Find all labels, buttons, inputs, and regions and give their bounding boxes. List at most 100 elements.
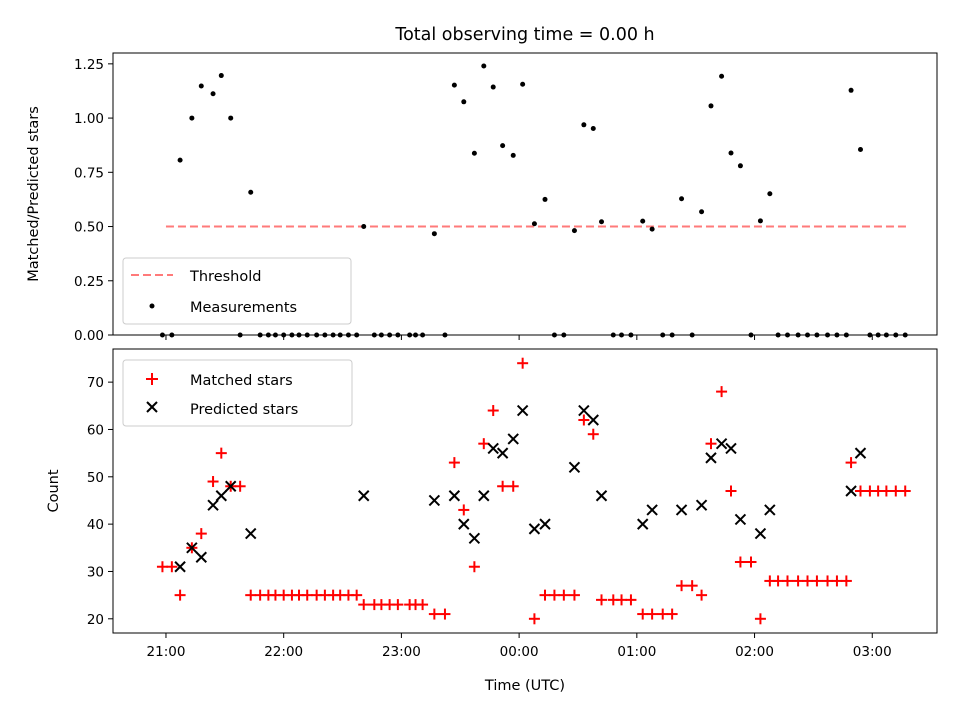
matched-star-point [782,575,794,587]
measurement-point [431,231,437,237]
matched-star-point [625,594,637,606]
measurement-point [461,99,467,105]
predicted-star-point [245,527,257,540]
measurement-point [520,81,526,87]
x-axis-label: Time (UTC) [484,678,565,694]
predicted-star-point [496,447,509,459]
predicted-star-point [174,561,186,573]
matched-star-point [880,485,892,497]
matched-star-point [207,476,219,488]
matched-star-point [587,428,599,440]
matched-star-point [174,589,186,601]
measurement-point [737,163,743,169]
matched-star-point [487,405,499,417]
predicted-star-point [507,433,519,445]
matched-star-point [646,608,658,620]
measurement-point [857,147,863,153]
matched-star-point [686,580,698,592]
predicted-star-point [186,542,198,554]
predicted-star-point [195,551,207,563]
predicted-star-point [764,504,776,516]
measurement-point [719,73,725,79]
bottom-y-tick-label: 20 [87,612,104,628]
predicted-star-point [754,527,767,540]
top-y-tick-label: 0.00 [74,328,104,344]
matched-star-point [596,594,608,606]
x-tick-label: 23:00 [382,644,421,660]
matched-star-point [899,485,911,497]
measurement-point [571,228,577,234]
predicted-star-point [646,504,658,516]
predicted-star-point [487,442,499,455]
matched-star-point [676,580,688,592]
predicted-star-point [478,490,490,502]
matched-star-point [215,447,227,459]
matched-star-point [468,561,480,573]
x-tick-label: 21:00 [147,644,186,660]
predicted-star-point [734,513,747,526]
bottom-y-tick-label: 50 [87,470,104,486]
legend-measurements-label: Measurements [190,300,297,316]
matched-star-point [507,480,519,492]
matched-star-point [558,589,570,601]
predicted-star-point [568,461,581,474]
matched-star-point [637,608,649,620]
bottom-y-tick-label: 40 [87,517,104,533]
measurement-point [649,226,655,232]
matched-star-point [392,599,404,611]
bottom-y-axis-label: Count [46,469,62,512]
count-legend-box [122,359,353,427]
predicted-star-point [854,447,867,459]
matched-star-point [802,575,814,587]
matched-star-point [696,589,708,601]
count-plot-spine [112,348,938,634]
measurement-point [581,122,587,128]
matched-star-point [528,613,540,625]
x-tick-label: 00:00 [500,644,539,660]
measurement-point [248,189,254,195]
bottom-y-tick-label: 60 [87,422,104,438]
measurement-point [699,209,705,215]
measurement-point [361,224,367,230]
predicted-star-point [695,499,708,511]
measurement-point [177,157,183,163]
matched-star-point [725,485,737,497]
predicted-star-point [468,532,481,545]
matched-star-point [351,589,363,601]
legend-predicted-label: Predicted stars [190,402,298,418]
measurement-point [218,73,224,79]
legend-measurements-swatch [149,303,155,309]
predicted-star-point [587,414,599,426]
matched-star-point [854,485,866,497]
measurement-point [599,219,605,225]
predicted-star-point [207,499,219,511]
matched-star-point [792,575,804,587]
matched-star-point [772,575,784,587]
legend-matched-swatch [146,373,158,385]
ratio-plot-spine [112,52,938,336]
matched-star-point [417,599,429,611]
measurement-point [481,63,487,69]
ratio-legend-box [122,257,352,325]
x-tick-label: 22:00 [264,644,303,660]
matched-star-point [616,594,628,606]
predicted-star-point [637,518,649,530]
predicted-star-point [725,442,737,455]
measurement-point [767,191,773,197]
predicted-star-point [595,490,608,502]
measurement-point [757,218,763,224]
predicted-star-point [448,490,461,502]
bottom-y-tick-label: 70 [87,375,104,391]
matched-star-point [657,608,669,620]
top-y-tick-label: 1.00 [74,111,104,127]
measurement-point [198,83,204,89]
measurement-point [728,150,734,156]
matched-star-point [245,589,257,601]
predicted-star-point [528,523,541,535]
ratio-legend: Threshold Measurements [122,257,352,325]
matched-star-point [734,556,746,568]
x-tick-label: 01:00 [617,644,656,660]
legend-matched-label: Matched stars [190,373,293,389]
top-y-tick-label: 0.25 [74,274,104,290]
